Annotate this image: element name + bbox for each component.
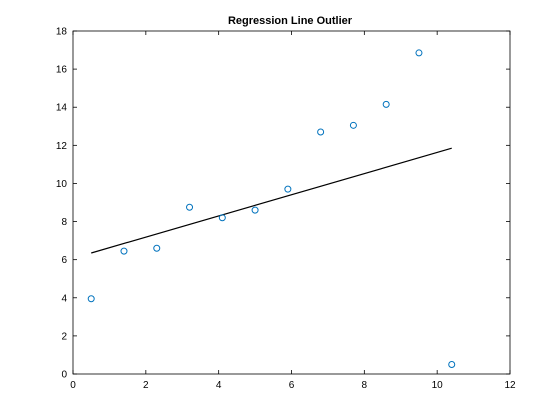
- y-tick-label: 4: [61, 293, 67, 304]
- data-point: [448, 360, 456, 368]
- axis-ticks: [72, 30, 511, 375]
- y-tick-label: 8: [61, 217, 67, 228]
- x-tick-label: 12: [504, 380, 516, 391]
- x-tick-label: 0: [70, 380, 76, 391]
- data-point: [186, 203, 194, 211]
- y-tick-label: 16: [56, 65, 68, 76]
- regression-line-series: [91, 147, 452, 254]
- x-tick-label: 2: [143, 380, 149, 391]
- chart-title: Regression Line Outlier: [228, 15, 353, 27]
- data-point: [349, 121, 357, 129]
- scatter-series: [87, 49, 456, 368]
- data-point: [153, 244, 161, 252]
- y-tick-label: 12: [56, 141, 68, 152]
- data-point: [415, 49, 423, 57]
- y-tick-label: 2: [61, 331, 67, 342]
- axis-tick-labels: 0 2 4 6 8 10 12 0 2 4 6 8 10 12 14 16 18: [56, 27, 516, 392]
- regression-line: [91, 147, 452, 254]
- data-point: [87, 295, 95, 303]
- x-tick-label: 8: [362, 380, 368, 391]
- data-point: [317, 128, 325, 136]
- x-tick-label: 10: [432, 380, 444, 391]
- y-tick-label: 14: [56, 103, 68, 114]
- data-point: [120, 247, 128, 255]
- data-point: [382, 100, 390, 108]
- x-tick-label: 6: [289, 380, 295, 391]
- data-point: [284, 185, 292, 193]
- y-tick-label: 0: [61, 370, 67, 381]
- y-tick-label: 18: [56, 27, 68, 38]
- y-tick-label: 10: [56, 179, 68, 190]
- data-point: [218, 214, 226, 222]
- data-point: [251, 206, 259, 214]
- x-tick-label: 4: [216, 380, 222, 391]
- y-tick-label: 6: [61, 255, 67, 266]
